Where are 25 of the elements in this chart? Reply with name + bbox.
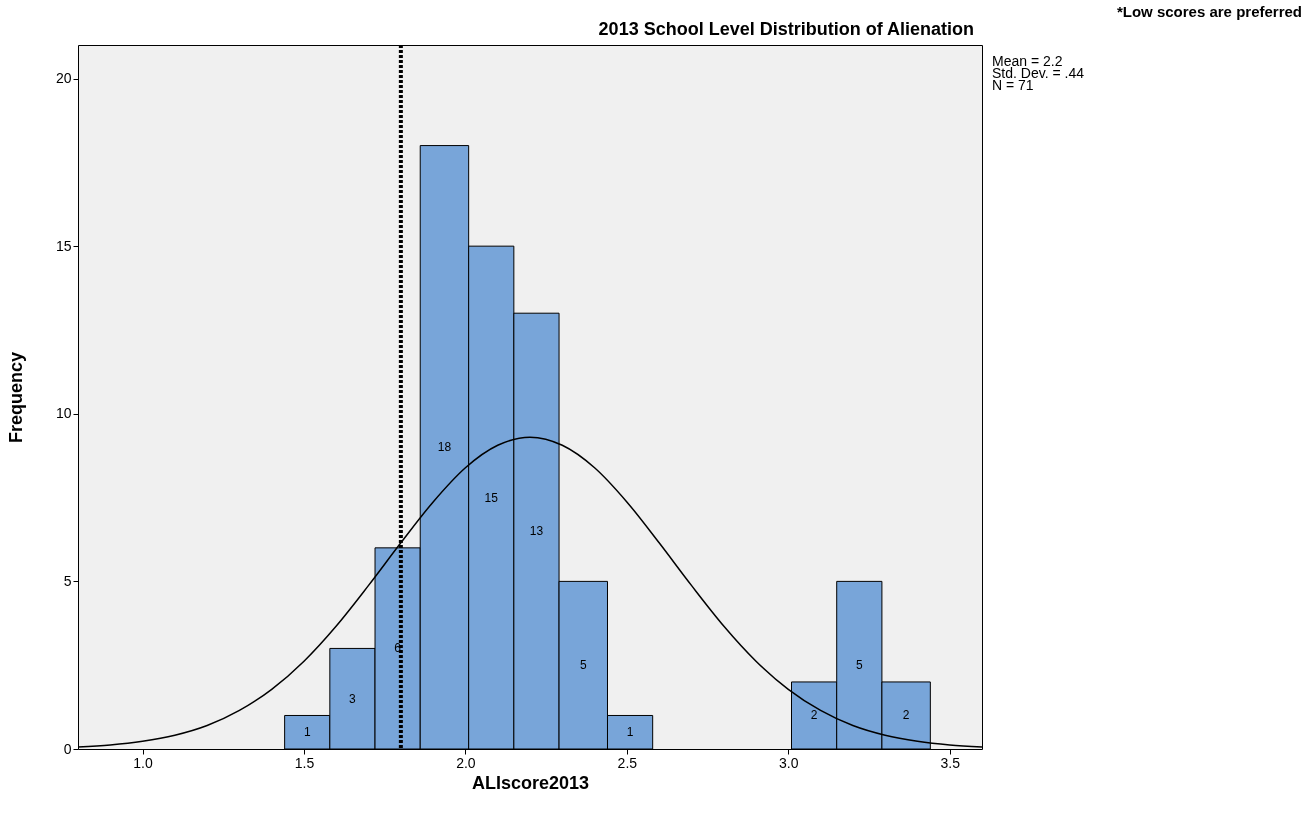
y-tick-label: 5 bbox=[63, 572, 72, 589]
data-label: 5 bbox=[855, 658, 863, 673]
data-label: 5 bbox=[579, 658, 587, 673]
y-tick-label: 0 bbox=[63, 740, 72, 757]
x-tick-label: 2.0 bbox=[456, 754, 476, 771]
y-tick-label: 20 bbox=[55, 70, 72, 87]
y-tick-label: 15 bbox=[55, 237, 72, 254]
y-tick-label: 10 bbox=[55, 405, 72, 422]
data-label: 2 bbox=[902, 708, 910, 723]
x-tick-label: 2.5 bbox=[617, 754, 638, 771]
y-axis-title: Frequency bbox=[5, 351, 26, 444]
data-label: 1 bbox=[303, 725, 311, 740]
x-axis-title: ALIscore2013 bbox=[471, 772, 590, 793]
data-label: 15 bbox=[484, 490, 499, 505]
data-label: 3 bbox=[349, 691, 357, 706]
x-tick-label: 3.0 bbox=[779, 754, 799, 771]
data-label: 2 bbox=[810, 708, 818, 723]
x-tick-label: 3.5 bbox=[940, 754, 961, 771]
data-label: 1 bbox=[626, 725, 634, 740]
data-label: 18 bbox=[437, 440, 452, 455]
data-label: 13 bbox=[529, 524, 544, 539]
x-tick-label: 1.5 bbox=[294, 754, 315, 771]
chart-title: 2013 School Level Distribution of Alienation bbox=[598, 19, 974, 39]
x-tick-label: 1.0 bbox=[133, 754, 154, 771]
text: *Low scores are preferred bbox=[1116, 3, 1302, 20]
